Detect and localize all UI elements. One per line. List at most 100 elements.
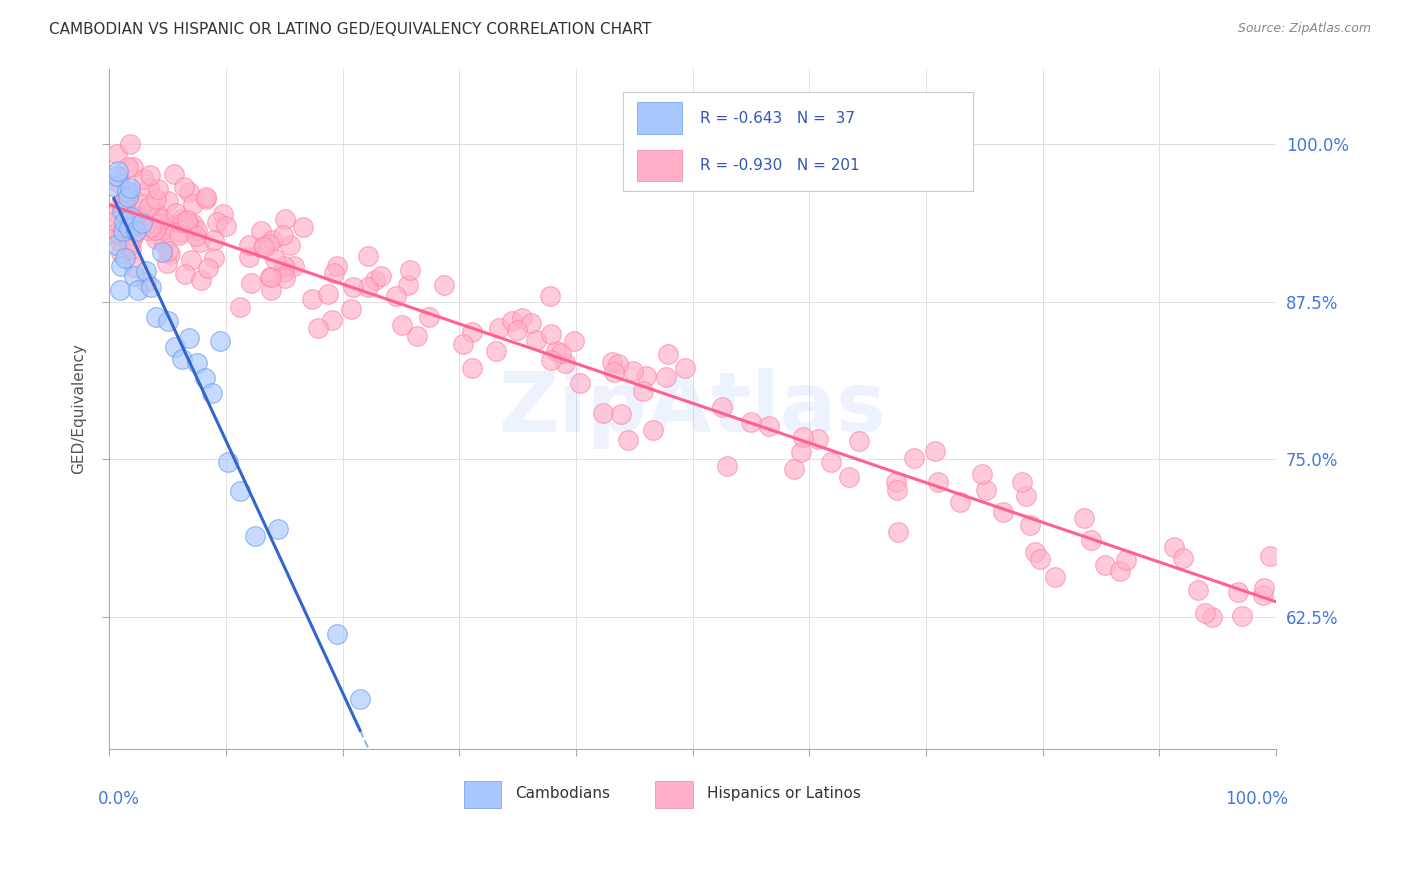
Point	[120, 181, 142, 195]
Point	[145, 223, 167, 237]
Point	[325, 627, 347, 641]
Point	[884, 475, 907, 490]
Point	[264, 252, 287, 267]
Point	[103, 227, 125, 241]
Point	[120, 209, 142, 223]
Point	[520, 316, 543, 330]
Point	[621, 364, 644, 378]
Point	[201, 385, 224, 400]
Point	[141, 279, 163, 293]
Point	[949, 494, 972, 508]
Point	[194, 193, 217, 207]
Point	[112, 199, 135, 213]
Point	[259, 270, 281, 285]
Y-axis label: GED/Equivalency: GED/Equivalency	[72, 343, 86, 475]
Point	[340, 301, 363, 316]
Point	[1201, 610, 1223, 624]
Point	[506, 322, 529, 336]
Point	[156, 256, 179, 270]
Point	[142, 211, 165, 226]
Point	[103, 179, 125, 194]
Point	[488, 321, 510, 335]
Point	[120, 235, 142, 249]
Point	[105, 206, 128, 220]
Point	[122, 219, 145, 234]
Point	[135, 275, 157, 289]
Point	[181, 218, 204, 232]
Point	[138, 168, 160, 182]
Text: Source: ZipAtlas.com: Source: ZipAtlas.com	[1237, 22, 1371, 36]
Point	[117, 211, 139, 225]
Point	[122, 160, 145, 174]
Point	[202, 233, 225, 247]
Point	[321, 313, 343, 327]
Point	[1029, 552, 1052, 566]
Point	[117, 190, 139, 204]
Point	[108, 283, 131, 297]
Point	[711, 401, 734, 415]
Point	[229, 300, 252, 314]
Point	[399, 263, 422, 277]
Point	[153, 235, 176, 250]
Point	[136, 223, 159, 237]
Point	[1230, 609, 1253, 624]
Point	[391, 318, 413, 333]
Point	[1253, 581, 1275, 595]
Point	[156, 313, 179, 327]
Point	[117, 161, 139, 175]
Point	[1251, 588, 1274, 602]
Point	[820, 455, 842, 469]
Point	[173, 268, 195, 282]
Point	[156, 244, 179, 259]
Point	[569, 376, 592, 390]
Point	[115, 184, 138, 198]
Point	[758, 419, 780, 434]
Point	[114, 219, 136, 234]
Point	[122, 260, 145, 275]
Point	[240, 276, 263, 290]
Point	[181, 196, 204, 211]
Point	[131, 209, 153, 223]
Text: CAMBODIAN VS HISPANIC OR LATINO GED/EQUIVALENCY CORRELATION CHART: CAMBODIAN VS HISPANIC OR LATINO GED/EQUI…	[49, 22, 651, 37]
Point	[617, 433, 640, 447]
Point	[146, 206, 169, 220]
Point	[716, 458, 738, 473]
Point	[186, 356, 208, 370]
Point	[283, 259, 305, 273]
Point	[364, 273, 387, 287]
Point	[326, 259, 349, 273]
Point	[117, 210, 139, 224]
Point	[451, 336, 474, 351]
Point	[271, 227, 294, 242]
Point	[211, 207, 233, 221]
Point	[202, 251, 225, 265]
Point	[180, 253, 202, 268]
Point	[641, 423, 664, 437]
Point	[197, 261, 219, 276]
Point	[172, 216, 194, 230]
Point	[170, 212, 193, 227]
Point	[105, 225, 128, 239]
Point	[418, 310, 440, 325]
Point	[186, 223, 208, 237]
Point	[105, 238, 128, 252]
Point	[114, 195, 136, 210]
Point	[1163, 540, 1185, 554]
Point	[538, 289, 561, 303]
Point	[550, 346, 572, 360]
Point	[783, 462, 806, 476]
Point	[592, 406, 614, 420]
Point	[540, 353, 562, 368]
Point	[238, 250, 260, 264]
Point	[134, 218, 156, 232]
Point	[970, 467, 993, 482]
Point	[657, 347, 679, 361]
Point	[118, 239, 141, 253]
Point	[322, 266, 344, 280]
Point	[1115, 552, 1137, 566]
Point	[370, 268, 392, 283]
Point	[194, 190, 217, 204]
Point	[485, 343, 508, 358]
Point	[120, 211, 142, 225]
Point	[562, 334, 585, 349]
